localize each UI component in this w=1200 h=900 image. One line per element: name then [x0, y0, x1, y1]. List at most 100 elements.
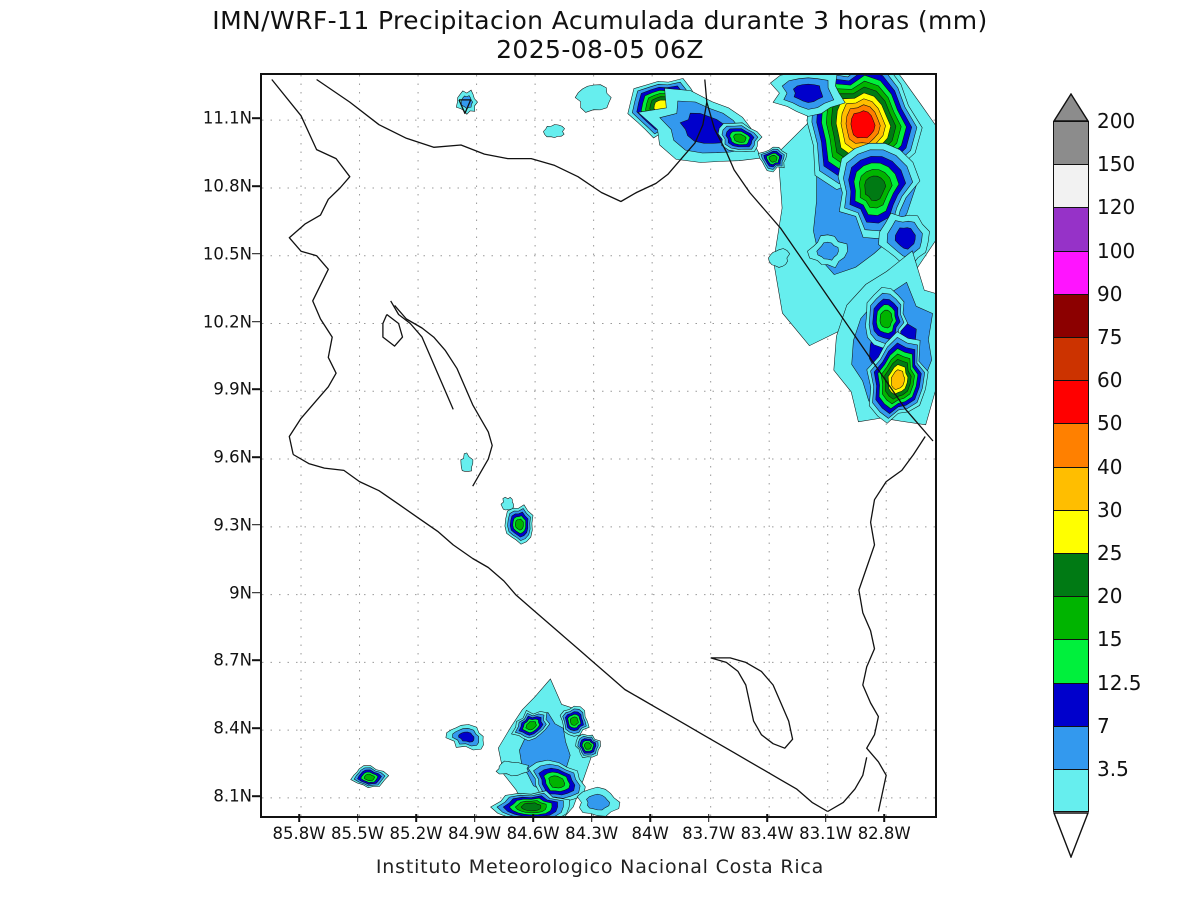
x-axis-tick-label: 84.3W	[565, 824, 619, 843]
colorbar-tick-label: 100	[1097, 238, 1136, 263]
x-axis-tick-mark	[766, 814, 768, 822]
y-axis-tick-label: 9.3N	[213, 515, 252, 535]
coastline-path	[316, 78, 708, 203]
precip-contour-ring	[460, 452, 474, 472]
precip-cell	[511, 710, 551, 741]
y-axis-tick-mark	[252, 456, 260, 458]
y-axis-tick-mark	[252, 524, 260, 526]
y-axis-tick-label: 8.7N	[213, 650, 252, 670]
precip-contour-ring	[679, 112, 730, 144]
precip-contour-ring	[548, 775, 566, 789]
y-axis-tick-label: 9.9N	[213, 379, 252, 399]
coastline-path	[292, 453, 829, 813]
y-axis-tick-mark	[252, 591, 260, 594]
y-axis-tick-mark	[252, 185, 260, 187]
coastline-path	[458, 99, 472, 115]
coastline-path	[827, 757, 868, 813]
y-axis-tick-mark	[252, 727, 260, 729]
precip-cell	[350, 765, 390, 788]
x-axis-tick-label: 85.5W	[331, 824, 385, 843]
precip-cell	[576, 786, 621, 816]
precip-contour-ring	[894, 227, 916, 250]
colorbar-tick-label: 90	[1097, 281, 1123, 306]
precip-cell	[575, 733, 601, 759]
title-line-2: 2025-08-05 06Z	[496, 35, 704, 64]
x-axis-tick-mark	[707, 814, 710, 822]
colorbar-swatch	[1053, 639, 1089, 683]
colorbar-tick-label: 50	[1097, 411, 1123, 436]
colorbar-swatch	[1053, 337, 1089, 381]
precip-cell	[866, 331, 929, 424]
precip-contour-ring	[733, 133, 747, 143]
y-axis-tick-mark	[252, 117, 260, 119]
precip-contour-ring	[586, 793, 610, 811]
coastline-path	[390, 300, 454, 410]
precip-contour-ring	[495, 760, 530, 777]
y-axis-tick-mark	[252, 388, 260, 391]
precip-contour-ring	[458, 731, 475, 743]
figure-caption: Instituto Meteorologico Nacional Costa R…	[375, 856, 825, 878]
precip-cell	[559, 705, 590, 737]
precip-contour-ring	[768, 248, 791, 268]
colorbar-swatch	[1053, 596, 1089, 640]
precip-cell	[769, 75, 846, 117]
precip-cell	[504, 504, 534, 545]
x-axis-tick-label: 84.9W	[448, 824, 502, 843]
coastline-path	[706, 101, 934, 442]
precip-cell	[878, 212, 930, 267]
x-axis-tick-mark	[473, 814, 476, 822]
colorbar-tick-label: 7	[1097, 713, 1110, 738]
y-axis-tick-label: 8.1N	[213, 786, 252, 806]
colorbar-tick-label: 200	[1097, 109, 1136, 133]
y-axis-tick-mark	[252, 659, 260, 662]
colorbar-swatch	[1053, 553, 1089, 597]
precip-cell	[543, 124, 565, 138]
coastline-path	[271, 79, 351, 455]
precip-contour-ring	[460, 95, 474, 110]
colorbar-swatch	[1053, 423, 1089, 467]
y-axis-tick-label: 9.6N	[213, 447, 252, 467]
x-axis-tick-label: 83.7W	[682, 824, 736, 843]
x-axis-tick-label: 83.4W	[740, 824, 794, 843]
x-axis-tick-label: 84.6W	[506, 824, 560, 843]
precip-cell	[757, 146, 788, 173]
colorbar-tick-label: 75	[1097, 325, 1123, 349]
colorbar-over-arrow	[1052, 92, 1090, 122]
coastline-path	[710, 657, 794, 749]
precip-contour-ring	[363, 773, 376, 781]
precip-contour-ring	[574, 84, 612, 113]
y-axis-tick-label: 10.2N	[202, 312, 252, 331]
colorbar-tick-label: 3.5	[1097, 757, 1129, 781]
y-axis-tick-label: 8.4N	[213, 718, 252, 738]
precip-cell	[495, 760, 530, 777]
colorbar-tick-label: 15	[1097, 627, 1123, 652]
x-axis-tick-mark	[590, 814, 593, 822]
map-svg	[262, 75, 935, 816]
map-canvas	[262, 75, 935, 816]
precip-contour-ring	[864, 175, 887, 201]
y-axis-tick-label: 9N	[229, 583, 252, 603]
precip-contour-ring	[500, 496, 514, 511]
y-axis-tick-mark	[252, 795, 260, 797]
precip-cell	[490, 790, 570, 816]
colorbar-swatch	[1053, 682, 1089, 726]
x-axis-tick-label: 82.8W	[857, 824, 911, 843]
precip-contour-ring	[768, 154, 778, 163]
precipitation-contours	[350, 75, 935, 816]
y-axis-tick-mark	[252, 320, 260, 323]
precip-cell	[455, 89, 478, 115]
x-axis-tick-mark	[824, 814, 827, 822]
precip-contour-ring	[515, 518, 524, 531]
precip-contour-ring	[543, 124, 565, 138]
coastline-borders	[271, 78, 934, 813]
precip-contour-ring	[891, 369, 905, 391]
precip-contour-ring	[850, 110, 876, 139]
precip-cell	[807, 234, 848, 269]
coastline-path	[858, 436, 926, 812]
colorbar-swatch	[1053, 769, 1089, 813]
figure-title: IMN/WRF-11 Precipitacion Acumulada duran…	[0, 6, 1200, 64]
colorbar-tick-label: 40	[1097, 454, 1123, 479]
y-axis-tick-mark	[252, 252, 260, 255]
colorbar-tick-label: 120	[1097, 195, 1136, 220]
